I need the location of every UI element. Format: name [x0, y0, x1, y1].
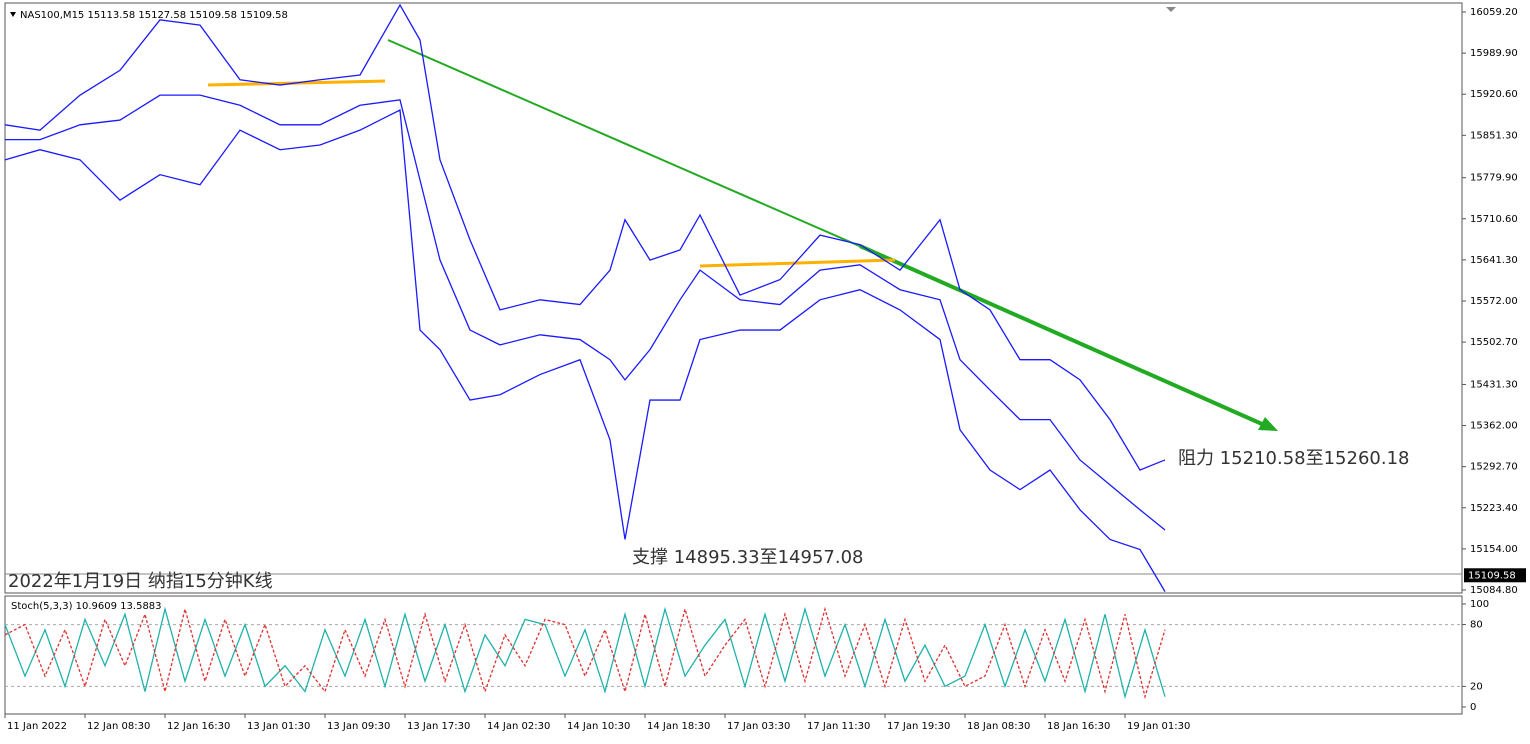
series-line	[4, 606, 1166, 700]
annotation: 阻力 15210.58至15260.18	[1178, 448, 1410, 469]
y-tick-label: 80	[1470, 620, 1483, 631]
stoch-title: Stoch(5,3,3) 10.9609 13.5883	[11, 601, 162, 612]
header-icon	[10, 12, 16, 17]
x-tick-label: 17 Jan 03:30	[727, 721, 790, 732]
trend-line	[859, 244, 1263, 426]
scroll-marker	[1166, 7, 1176, 12]
x-tick-label: 14 Jan 02:30	[487, 721, 550, 732]
y-tick-label: 15779.90	[1470, 173, 1518, 184]
x-tick-label: 17 Jan 19:30	[887, 721, 950, 732]
series-line	[4, 108, 1166, 592]
y-tick-label: 0	[1470, 702, 1476, 713]
x-tick-label: 18 Jan 08:30	[967, 721, 1030, 732]
price-panel	[4, 2, 1463, 594]
trend-line	[387, 39, 881, 256]
current-price-label: 15109.58	[1468, 570, 1516, 581]
y-tick-label: 15084.80	[1470, 585, 1518, 596]
y-tick-label: 100	[1470, 599, 1489, 610]
level-line	[699, 258, 896, 268]
y-tick-label: 15502.70	[1470, 337, 1518, 348]
symbol-header: NAS100,M15 15113.58 15127.58 15109.58 15…	[20, 10, 288, 21]
x-tick-label: 12 Jan 16:30	[167, 721, 230, 732]
x-tick-label: 14 Jan 18:30	[647, 721, 710, 732]
y-tick-label: 15572.00	[1470, 296, 1518, 307]
x-tick-label: 17 Jan 11:30	[807, 721, 870, 732]
y-tick-label: 15154.00	[1470, 544, 1518, 555]
series-line	[4, 606, 1166, 700]
y-tick-label: 15989.90	[1470, 48, 1518, 59]
x-tick-label: 11 Jan 2022	[7, 721, 67, 732]
y-tick-label: 15851.30	[1470, 130, 1518, 141]
y-tick-label: 16059.20	[1470, 7, 1518, 18]
series-line	[4, 3, 1166, 471]
y-tick-label: 20	[1470, 681, 1483, 692]
series-line	[5, 94, 1166, 531]
current-price-box	[1464, 568, 1526, 583]
x-tick-label: 13 Jan 17:30	[407, 721, 470, 732]
y-tick-label: 15641.30	[1470, 255, 1518, 266]
y-tick-label: 15710.60	[1470, 214, 1518, 225]
trend-arrow	[1258, 417, 1278, 431]
x-tick-label: 12 Jan 08:30	[87, 721, 150, 732]
y-tick-label: 15292.70	[1470, 462, 1518, 473]
x-tick-label: 13 Jan 01:30	[247, 721, 310, 732]
y-tick-label: 15223.40	[1470, 503, 1518, 514]
y-tick-label: 15920.60	[1470, 89, 1518, 100]
x-tick-label: 13 Jan 09:30	[327, 721, 390, 732]
stoch-panel	[4, 595, 1463, 715]
annotation: 支撑 14895.33至14957.08	[632, 547, 864, 568]
y-tick-label: 15362.00	[1470, 421, 1518, 432]
chart-title: 2022年1月19日 纳指15分钟K线	[8, 571, 273, 592]
x-tick-label: 18 Jan 16:30	[1047, 721, 1110, 732]
x-tick-label: 14 Jan 10:30	[567, 721, 630, 732]
y-tick-label: 15431.30	[1470, 379, 1518, 390]
x-tick-label: 19 Jan 01:30	[1127, 721, 1190, 732]
